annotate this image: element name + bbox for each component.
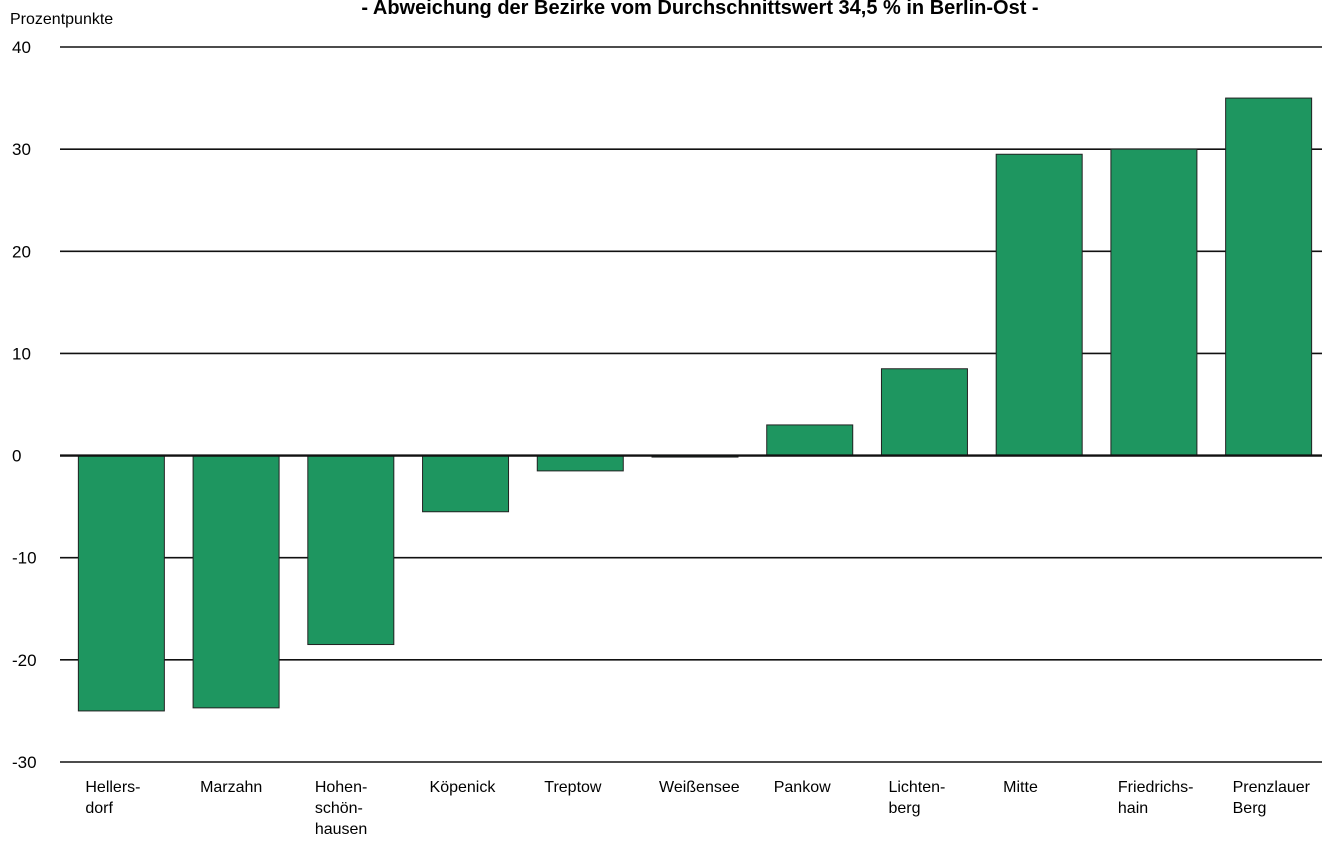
y-tick-labels: 40 30 20 10 0 -10 -20 -30 [12,38,37,772]
category-label: Köpenick [430,779,497,796]
y-tick-label: 20 [12,242,31,261]
category-labels: Hellers-dorf Marzahn Hohen-schön-hausen Köp… [85,779,1310,838]
y-tick-label: -30 [12,753,37,772]
category-label-line: schön- [315,800,363,817]
category-label-line: Prenzlauer [1233,779,1311,796]
category-label-line: Weißensee [659,779,740,796]
bar [192,455,280,709]
category-label-line: Mitte [1003,779,1038,796]
y-tick-label: -20 [12,651,37,670]
category-label: Treptow [544,779,602,796]
category-label-line: Marzahn [200,779,262,796]
category-label-line: Friedrichs- [1118,779,1194,796]
bar [307,455,395,646]
category-label-line: berg [888,800,920,817]
y-tick-label: 40 [12,38,31,57]
category-label: Weißensee [659,779,740,796]
category-label-line: Hellers- [85,779,140,796]
category-label: Mitte [1003,779,1038,796]
category-label-line: Köpenick [430,779,497,796]
category-label: Hohen-schön-hausen [315,779,368,838]
category-label-line: Pankow [774,779,831,796]
y-axis-label: Prozentpunkte [10,11,113,28]
bar [77,455,165,712]
bar [422,455,510,513]
bar [880,368,968,457]
bar [766,424,854,457]
category-label: Marzahn [200,779,262,796]
y-tick-label: 0 [12,447,21,466]
bar [995,153,1083,457]
y-tick-label: 10 [12,344,31,363]
bar [1110,148,1198,457]
category-label-line: hausen [315,821,368,838]
y-tick-label: -10 [12,549,37,568]
y-tick-label: 30 [12,140,31,159]
bars [77,97,1313,712]
category-label-line: Hohen- [315,779,367,796]
category-label: Pankow [774,779,831,796]
category-label: Prenzlauer Berg [1233,779,1311,817]
category-label: Friedrichs-hain [1118,779,1194,817]
category-label-line: hain [1118,800,1148,817]
bar [536,455,624,472]
category-label-line: dorf [85,800,113,817]
category-label: Lichten-berg [888,779,945,817]
category-label-line: Treptow [544,779,602,796]
chart-title: - Abweichung der Bezirke vom Durchschnit… [361,0,1038,19]
category-label-line: Lichten- [888,779,945,796]
bar [1225,97,1313,457]
category-label-line: Berg [1233,800,1267,817]
category-label: Hellers-dorf [85,779,140,817]
